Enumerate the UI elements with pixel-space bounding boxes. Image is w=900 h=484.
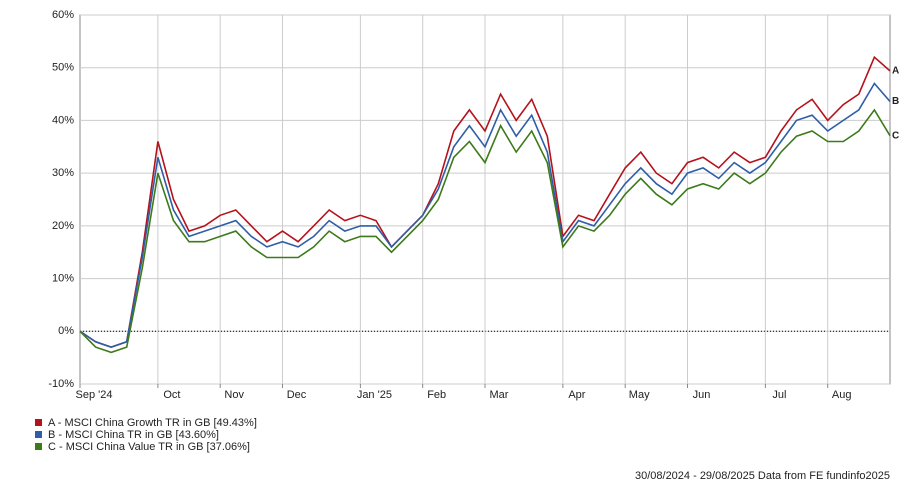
x-tick-label: Jan '25 [357, 389, 392, 401]
legend-swatch [35, 431, 42, 438]
end-label: B [892, 96, 899, 107]
y-tick-label: 30% [52, 167, 74, 179]
y-tick-label: 60% [52, 9, 74, 21]
x-tick-label: Sep '24 [76, 389, 113, 401]
x-tick-label: Mar [490, 389, 509, 401]
series-line [79, 55, 891, 348]
x-tick-label: Oct [163, 389, 180, 401]
end-label: A [892, 66, 899, 77]
legend-label: A - MSCI China Growth TR in GB [49.43%] [48, 417, 257, 429]
legend-swatch [35, 419, 42, 426]
y-tick-label: -10% [48, 378, 74, 390]
x-tick-label: Aug [832, 389, 852, 401]
y-tick-label: 0% [58, 325, 74, 337]
y-tick-label: 20% [52, 220, 74, 232]
x-tick-label: Apr [568, 389, 585, 401]
x-tick-label: Jun [693, 389, 711, 401]
y-tick-label: 50% [52, 62, 74, 74]
legend-label: C - MSCI China Value TR in GB [37.06%] [48, 441, 250, 453]
x-tick-label: Jul [772, 389, 786, 401]
y-tick-label: 40% [52, 114, 74, 126]
series-line [79, 82, 891, 348]
end-label: C [892, 130, 899, 141]
x-tick-label: Nov [224, 389, 244, 401]
footer: 30/08/2024 - 29/08/2025 Data from FE fun… [635, 470, 890, 482]
x-tick-label: May [629, 389, 650, 401]
legend-label: B - MSCI China TR in GB [43.60%] [48, 429, 219, 441]
y-tick-label: 10% [52, 272, 74, 284]
x-tick-label: Feb [427, 389, 446, 401]
x-tick-label: Dec [287, 389, 307, 401]
legend-swatch [35, 443, 42, 450]
series-line [79, 108, 891, 354]
